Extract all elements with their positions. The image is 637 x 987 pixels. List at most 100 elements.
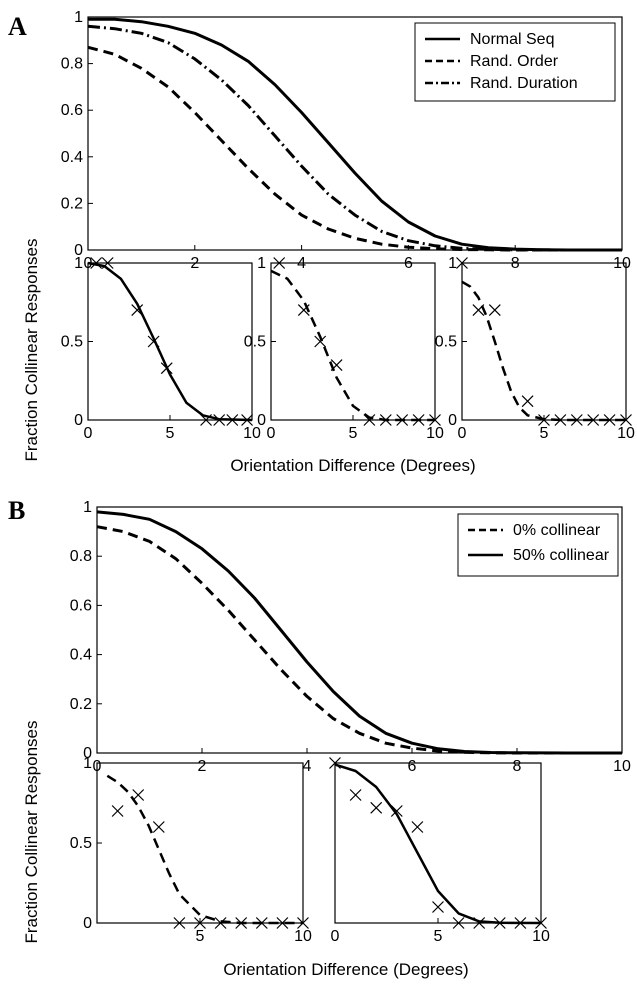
legend-entry: Normal Seq (470, 31, 554, 48)
data-point-marker (379, 414, 392, 426)
y-tick-label: 0.6 (70, 597, 92, 614)
data-point-marker (370, 801, 383, 814)
x-tick-label: 6 (408, 758, 417, 775)
legend-entry: 50% collinear (513, 547, 610, 564)
chart-B-small-2: 0 5 10 (329, 757, 550, 945)
data-point-marker (90, 257, 103, 269)
series-line-rand-duration (87, 24, 622, 252)
x-tick-label: 5 (434, 928, 443, 945)
data-point-marker (472, 304, 485, 317)
y-tick-label: 0.6 (61, 102, 83, 119)
data-point-marker (488, 304, 501, 317)
x-axis-label-a: Orientation Difference (Degrees) (230, 456, 475, 475)
y-tick-label: 0 (74, 412, 83, 429)
data-point-marker (214, 917, 227, 929)
legend-entry: Rand. Duration (470, 75, 578, 92)
data-point-marker (147, 335, 160, 348)
data-point-marker (160, 362, 173, 375)
data-point-marker (235, 917, 248, 929)
data-point-marker (587, 414, 600, 426)
data-point-marker (473, 917, 486, 929)
y-tick-label: 0.8 (61, 56, 83, 73)
chart-A-small-3: 0 5 10 0 0.5 1 (435, 255, 635, 442)
data-point-marker (396, 414, 409, 426)
legend-box (457, 513, 619, 577)
x-tick-label: 0 (267, 425, 276, 442)
chart-B-small-1: 5 10 0 0.5 1 (70, 755, 312, 945)
plot-frame (461, 262, 627, 421)
data-point-marker (570, 414, 583, 426)
x-tick-label: 5 (196, 928, 205, 945)
x-tick-label: 5 (540, 425, 549, 442)
data-point-marker (538, 414, 550, 426)
x-tick-label: 10 (426, 425, 444, 442)
y-tick-label: 0 (257, 412, 266, 429)
data-point-marker (152, 821, 165, 833)
y-tick-label: 0 (74, 242, 83, 259)
y-tick-label: 0.4 (61, 149, 83, 166)
data-point-marker (131, 304, 144, 317)
data-point-marker (412, 414, 425, 426)
legend-entry: Rand. Order (470, 53, 559, 70)
y-tick-label: 0.5 (435, 334, 457, 351)
data-point-marker (493, 917, 506, 929)
plot-frame (87, 16, 623, 251)
y-tick-label: 0.5 (70, 835, 92, 852)
plot-frame (96, 506, 623, 754)
data-point-marker (411, 821, 424, 833)
data-point-marker (173, 917, 186, 929)
y-tick-label: 0 (83, 745, 92, 762)
data-point-marker (554, 414, 567, 426)
y-tick-label: 0.2 (70, 696, 92, 713)
panel-label-a: A (8, 12, 27, 41)
y-axis-label-b: Fraction Collinear Responses (22, 721, 41, 944)
y-tick-label: 1 (74, 255, 83, 272)
data-point-marker (330, 359, 343, 371)
data-point-marker (603, 414, 616, 426)
data-point-marker (241, 414, 254, 426)
x-tick-label: 10 (294, 928, 312, 945)
y-tick-label: 0.4 (70, 647, 92, 664)
y-tick-label: 1 (257, 255, 266, 272)
data-point-marker (255, 917, 268, 929)
x-tick-label: 10 (532, 928, 550, 945)
chart-A-small-1: 0 5 10 0 0.5 1 (61, 255, 261, 442)
x-tick-label: 5 (349, 425, 358, 442)
data-point-marker (363, 414, 376, 426)
x-tick-label: 0 (331, 928, 340, 945)
data-point-marker (432, 901, 444, 913)
legend-entry: 0% collinear (513, 522, 601, 539)
plot-frame (270, 262, 436, 421)
y-tick-label: 0 (83, 915, 92, 932)
data-point-marker (452, 917, 465, 929)
panel-label-b: B (8, 496, 25, 525)
data-point-marker (111, 805, 124, 817)
legend: Normal Seq Rand. Order Rand. Duration (414, 22, 616, 102)
x-tick-label: 4 (303, 758, 312, 775)
x-tick-label: 10 (243, 425, 261, 442)
data-point-marker (456, 257, 468, 269)
x-tick-label: 5 (166, 425, 175, 442)
data-point-marker (429, 414, 441, 426)
plot-frame (96, 762, 304, 924)
data-point-marker (213, 414, 226, 426)
data-point-marker (194, 917, 206, 929)
data-point-marker (226, 414, 239, 426)
legend: 0% collinear 50% collinear (457, 513, 619, 577)
data-point-marker (535, 917, 547, 929)
plot-frame (334, 762, 542, 924)
series-line-0 (106, 774, 303, 925)
y-tick-label: 0.5 (61, 334, 83, 351)
data-point-marker (200, 414, 213, 426)
plot-frame (87, 262, 253, 421)
data-point-marker (620, 414, 632, 426)
x-tick-label: 0 (84, 425, 93, 442)
data-point-marker (297, 917, 309, 929)
y-tick-label: 0.5 (244, 334, 266, 351)
y-tick-label: 0.2 (61, 195, 83, 212)
x-tick-label: 8 (513, 758, 522, 775)
x-tick-label: 10 (613, 758, 631, 775)
